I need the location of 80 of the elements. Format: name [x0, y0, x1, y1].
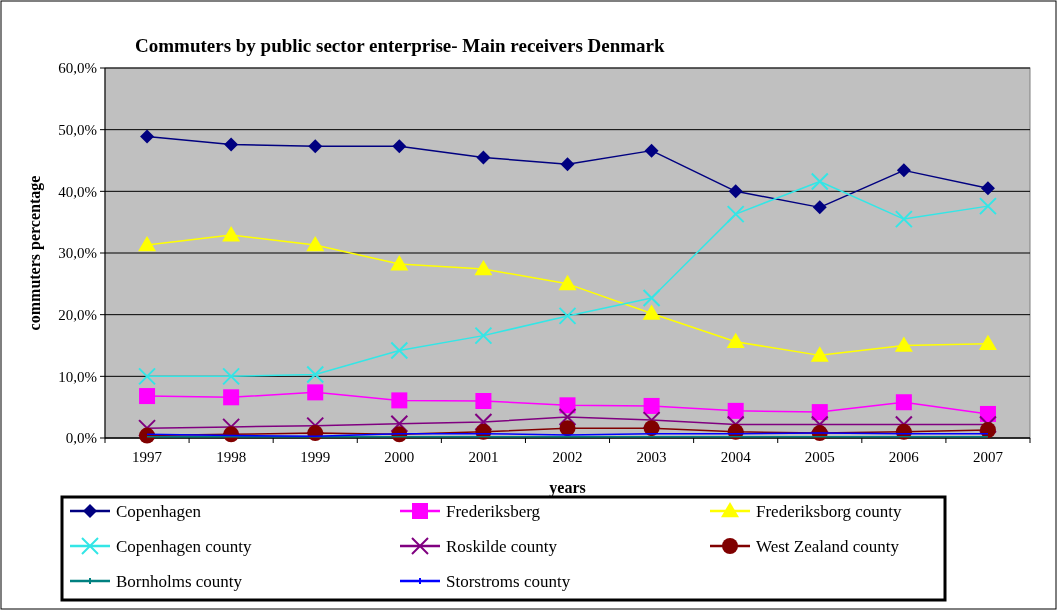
point	[474, 326, 493, 345]
point	[559, 397, 576, 414]
chart-title: Commuters by public sector enterprise- Main receivers Denmark	[135, 35, 666, 56]
y-tick-label: 20,0%	[58, 306, 97, 323]
legend-label: Copenhagen	[116, 501, 202, 521]
x-tick-label: 2002	[552, 449, 583, 465]
point	[643, 397, 660, 414]
point	[896, 163, 911, 178]
x-tick-label: 2003	[636, 449, 667, 465]
point	[978, 334, 997, 350]
point	[139, 388, 156, 405]
point	[391, 392, 408, 409]
point	[559, 420, 576, 437]
y-axis-title: commuters percentage	[26, 175, 44, 331]
point	[812, 200, 827, 215]
point	[558, 274, 577, 291]
legend-label: West Zealand county	[756, 536, 900, 556]
point	[895, 394, 912, 411]
y-tick-label: 50,0%	[58, 121, 97, 138]
x-tick-label: 2004	[720, 449, 752, 465]
point	[476, 150, 491, 165]
point	[643, 420, 660, 437]
x-tick-label: 1998	[216, 449, 247, 465]
point	[390, 414, 409, 433]
point	[306, 365, 325, 384]
legend-label: Storstroms county	[446, 571, 571, 591]
point	[474, 260, 493, 276]
point	[306, 235, 325, 252]
x-tick-label: 1999	[300, 449, 331, 465]
point	[307, 384, 324, 401]
point	[558, 408, 577, 427]
point	[224, 137, 239, 152]
legend-label: Copenhagen county	[116, 536, 252, 556]
point	[642, 411, 661, 430]
y-tick-label: 40,0%	[58, 183, 97, 200]
y-tick-label: 30,0%	[58, 245, 97, 262]
x-tick-label: 2005	[804, 449, 835, 465]
point	[308, 139, 323, 154]
legend-label: Roskilde county	[446, 536, 558, 556]
point	[560, 157, 575, 172]
point	[390, 341, 409, 360]
point	[726, 205, 745, 224]
x-tick-label: 2007	[972, 449, 1004, 465]
point	[644, 143, 659, 158]
point	[392, 139, 407, 154]
x-axis-title: years	[549, 479, 586, 497]
point	[726, 332, 745, 349]
point	[223, 389, 240, 406]
point	[138, 235, 157, 252]
y-tick-label: 60,0%	[58, 60, 97, 77]
point	[980, 181, 995, 196]
point	[894, 210, 913, 229]
point	[140, 129, 155, 144]
point	[138, 367, 157, 386]
point	[810, 346, 829, 362]
point	[642, 289, 661, 308]
y-tick-label: 10,0%	[58, 368, 97, 385]
legend-label: Frederiksberg	[446, 501, 541, 521]
point	[642, 304, 661, 320]
point	[558, 306, 577, 325]
point	[978, 197, 997, 216]
point	[390, 255, 409, 271]
point	[222, 226, 241, 242]
point	[474, 412, 493, 431]
point	[978, 415, 997, 434]
point	[894, 336, 913, 352]
legend-label: Frederiksborg county	[756, 501, 903, 521]
point	[222, 367, 241, 386]
x-tick-label: 2006	[888, 449, 920, 465]
point	[727, 402, 744, 419]
point	[475, 393, 492, 409]
point	[810, 172, 829, 191]
y-tick-label: 0,0%	[65, 430, 97, 447]
x-tick-label: 2001	[468, 449, 499, 465]
point	[979, 421, 996, 438]
point	[728, 184, 743, 199]
legend-label: Bornholms county	[116, 571, 243, 591]
x-tick-label: 2000	[384, 449, 415, 465]
x-tick-label: 1997	[132, 449, 163, 465]
point	[811, 404, 828, 421]
